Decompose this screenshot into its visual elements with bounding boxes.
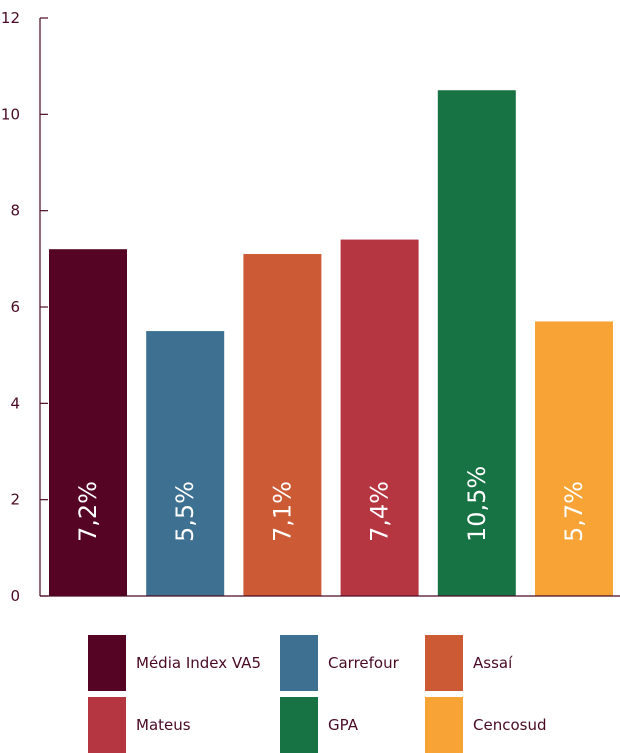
- bar-4: [340, 239, 419, 597]
- legend-item: Média Index VA5: [88, 635, 261, 691]
- legend-label: Mateus: [136, 716, 191, 734]
- legend-item: Carrefour: [280, 635, 399, 691]
- y-axis: 0 2 4 6 8 10 12: [1, 9, 48, 605]
- legend-item: Cencosud: [425, 697, 546, 753]
- legend-item: Assaí: [425, 635, 512, 691]
- bar-chart: 0 2 4 6 8 10 12 7,2% 5,5% 7,1% 7,4% 10,5% 5,7%: [1, 9, 620, 605]
- legend-item: Mateus: [88, 697, 191, 753]
- y-tick-label: 2: [10, 491, 20, 509]
- bar-2: [146, 331, 225, 596]
- legend-label: Cencosud: [473, 716, 547, 734]
- bar-data-label: 7,4%: [366, 481, 394, 542]
- legend-swatch: [425, 635, 463, 691]
- y-tick-label: 6: [10, 298, 20, 316]
- bar-3: [243, 254, 322, 596]
- bar-1: [49, 249, 127, 596]
- legend-swatch: [280, 635, 318, 691]
- legend-swatch: [280, 697, 318, 753]
- legend-item: GPA: [280, 697, 358, 753]
- legend-label: Carrefour: [328, 654, 399, 672]
- bar-data-label: 5,7%: [560, 481, 588, 542]
- bar-6: [535, 321, 613, 596]
- y-tick-label: 8: [10, 202, 20, 220]
- bar-data-label: 7,1%: [268, 481, 296, 542]
- bar-5: [437, 90, 516, 596]
- bar-data-label: 10,5%: [463, 466, 491, 542]
- legend-swatch: [88, 635, 126, 691]
- y-tick-label: 10: [1, 105, 20, 123]
- bars: 7,2% 5,5% 7,1% 7,4% 10,5% 5,7%: [49, 90, 613, 597]
- legend-swatch: [88, 697, 126, 753]
- legend-label: Média Index VA5: [136, 654, 261, 672]
- legend-label: Assaí: [473, 654, 513, 672]
- legend: Média Index VA5 Carrefour Assaí Mateus GPA Ce…: [0, 630, 620, 753]
- y-tick-label: 12: [1, 9, 20, 27]
- legend-label: GPA: [328, 716, 358, 734]
- bar-data-label: 5,5%: [171, 481, 199, 542]
- bar-data-label: 7,2%: [74, 481, 102, 542]
- legend-swatch: [425, 697, 463, 753]
- y-tick-label: 4: [10, 394, 20, 412]
- y-tick-label: 0: [10, 587, 20, 605]
